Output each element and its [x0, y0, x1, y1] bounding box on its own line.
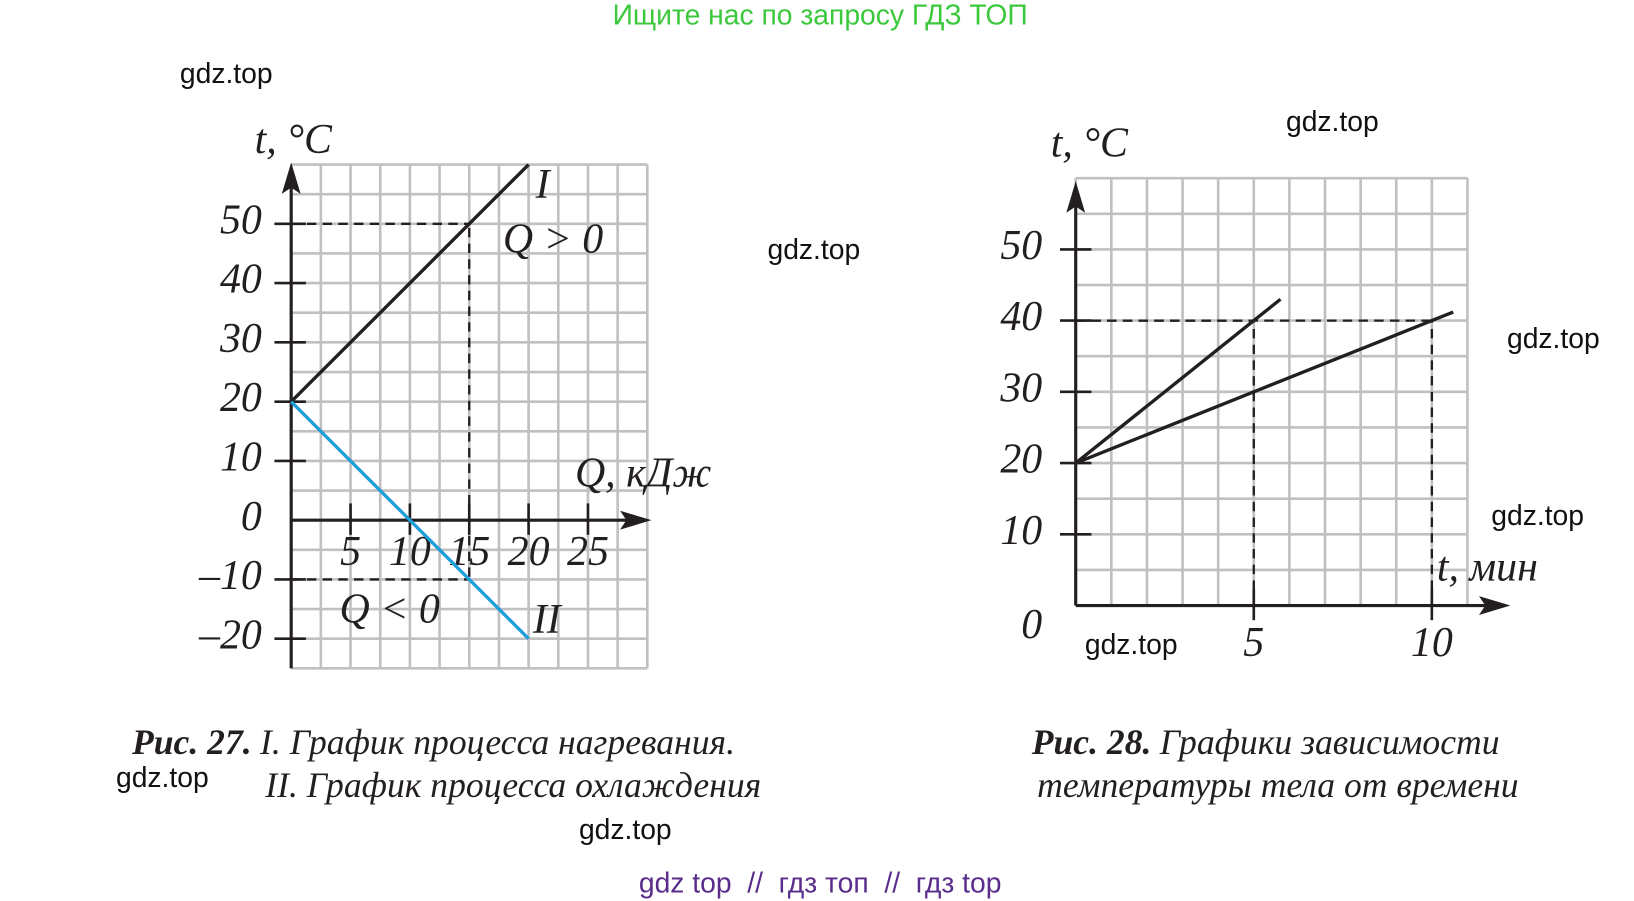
y-tick-label: 40 [220, 257, 262, 303]
y-tick-label: 10 [1000, 508, 1042, 554]
watermark: gdz.top [1286, 105, 1379, 137]
watermark: gdz.top [116, 761, 209, 793]
y-tick-label: –20 [198, 612, 262, 658]
y-tick-label: 0 [241, 494, 262, 540]
series-line [1074, 297, 1282, 465]
caption-label: Рис. 28. [1031, 722, 1152, 762]
series-line [1075, 310, 1454, 465]
x-tick-label: 20 [508, 529, 550, 575]
caption-text: I. График процесса нагревания. [259, 722, 735, 762]
x-tick-label: 25 [567, 529, 609, 575]
series-label: I [535, 162, 552, 208]
caption-label: Рис. 27. [131, 722, 252, 762]
annotation: Q < 0 [339, 586, 439, 632]
x-tick-label: 5 [1243, 620, 1264, 666]
y-tick-label: 0 [1021, 602, 1042, 648]
guide-line [291, 520, 471, 581]
y-tick-label: –10 [198, 553, 262, 599]
x-tick-label: 15 [448, 529, 490, 575]
x-axis-label: t, мин [1437, 545, 1538, 591]
watermark: gdz.top [1491, 499, 1584, 531]
y-axis-label: t, °C [255, 117, 333, 163]
y-tick-label: 30 [219, 316, 262, 362]
y-tick-label: 20 [1000, 437, 1042, 483]
series-line [290, 163, 530, 403]
watermark: gdz.top [180, 57, 273, 89]
guide-line [291, 222, 471, 521]
x-axis-arrow [620, 510, 652, 530]
series-label: II [532, 597, 563, 643]
caption: II. График процесса охлаждения [264, 765, 761, 805]
y-tick-label: 30 [999, 365, 1042, 411]
watermark: gdz.top [1085, 628, 1178, 660]
y-tick-label: 50 [220, 197, 262, 243]
y-axis-arrow [281, 162, 301, 194]
header: Ищите нас по запросу ГДЗ ТОП [613, 0, 1028, 30]
x-axis-arrow [1478, 596, 1511, 615]
x-axis-label: Q, кДж [575, 450, 711, 496]
annotation: Q > 0 [503, 217, 603, 263]
series-line [290, 400, 530, 640]
caption: температуры тела от времени [1037, 765, 1518, 805]
y-tick-label: 40 [1000, 294, 1042, 340]
y-tick-label: 20 [220, 375, 262, 421]
y-tick-label: 50 [1000, 223, 1042, 269]
y-axis-arrow [1066, 181, 1086, 213]
y-axis-label: t, °C [1051, 120, 1129, 166]
watermark: gdz.top [1507, 322, 1600, 354]
chart: 0 10 20 30 40 50 5 10 t, °C t, мин Рис. 28. Графики… [999, 120, 1538, 805]
footer: gdz top // гдз топ // гдз top [639, 867, 1002, 899]
caption-text: Графики зависимости [1159, 722, 1500, 762]
caption: Рис. 27. I. График процесса нагревания. [131, 722, 735, 762]
x-tick-label: 5 [340, 529, 361, 575]
y-tick-label: 10 [220, 435, 262, 481]
watermark: gdz.top [579, 813, 672, 845]
x-tick-label: 10 [1411, 620, 1453, 666]
caption: Рис. 28. Графики зависимости [1031, 722, 1500, 762]
watermark: gdz.top [767, 233, 860, 265]
